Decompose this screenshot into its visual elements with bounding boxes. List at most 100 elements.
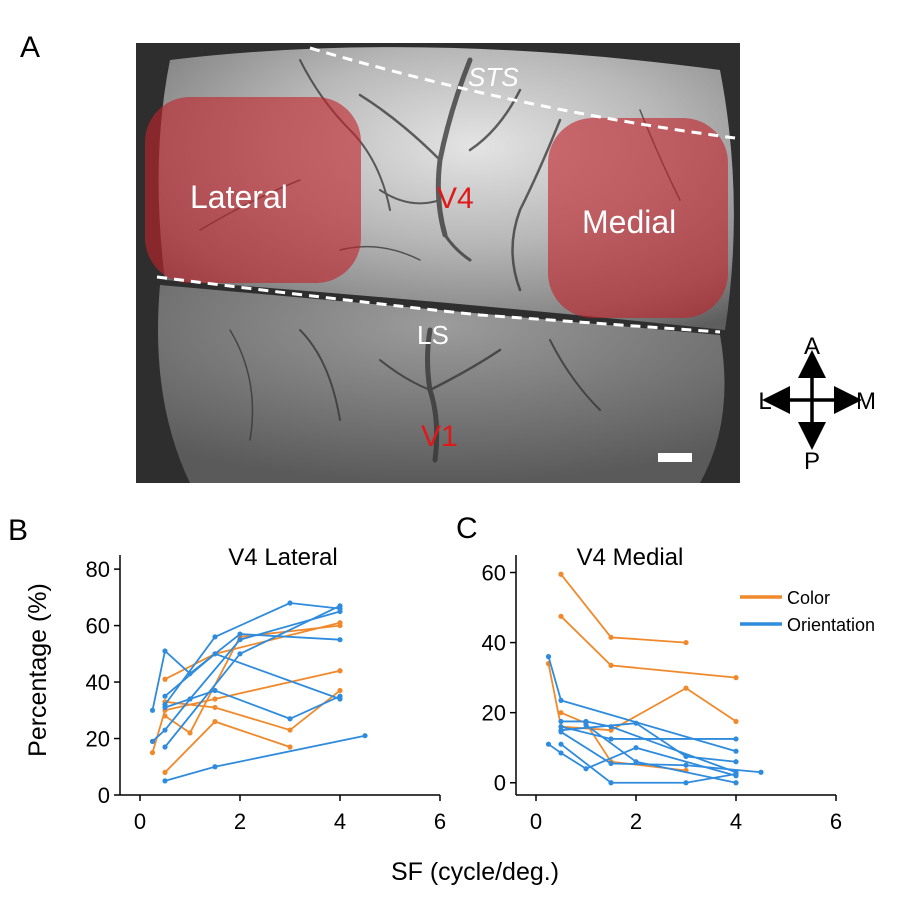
x-tick-label: 6 <box>434 809 446 834</box>
series-line-color <box>560 711 687 772</box>
data-point-orientation <box>733 736 739 742</box>
series-line-color <box>164 621 341 681</box>
data-point-color <box>287 727 293 733</box>
data-point-color <box>212 704 218 711</box>
data-point-orientation <box>287 600 293 606</box>
x-axis-label: SF (cycle/deg.) <box>391 858 559 886</box>
data-point-orientation <box>545 741 552 747</box>
data-point-orientation <box>733 771 739 777</box>
data-point-color <box>212 696 218 702</box>
data-point-color <box>733 675 739 681</box>
series-line-orientation <box>560 722 737 763</box>
compass-posterior: P <box>804 448 820 475</box>
data-point-orientation <box>149 707 156 713</box>
v1-label: V1 <box>421 420 458 453</box>
data-point-orientation <box>212 764 218 770</box>
data-point-orientation <box>633 759 639 765</box>
y-tick-label: 0 <box>98 783 110 808</box>
data-point-orientation <box>149 738 156 744</box>
y-tick-label: 40 <box>86 670 110 695</box>
chart-title: V4 Lateral <box>228 544 337 571</box>
ls-boundary <box>156 275 721 334</box>
medial-roi <box>548 118 728 318</box>
data-point-orientation <box>162 744 168 750</box>
panel-label-b: B <box>8 514 28 547</box>
data-point-orientation <box>558 729 564 735</box>
cortex-image <box>136 43 740 483</box>
x-tick-label: 0 <box>530 809 542 834</box>
series-line-orientation <box>164 602 341 706</box>
y-tick-label: 40 <box>482 631 506 656</box>
data-point-color <box>149 750 156 756</box>
series-line-orientation <box>164 689 341 720</box>
data-point-orientation <box>212 687 218 694</box>
scale-bar <box>658 453 692 462</box>
series-line-color <box>560 615 737 679</box>
legend: Color Orientation <box>740 588 875 635</box>
legend-orientation-label: Orientation <box>787 615 875 635</box>
data-point-color <box>558 710 564 716</box>
chart-title: V4 Medial <box>577 544 684 571</box>
data-point-orientation <box>683 780 689 786</box>
data-point-color <box>558 571 564 577</box>
data-point-orientation <box>545 654 552 660</box>
data-point-orientation <box>212 634 218 640</box>
chart-v4-lateral: V4 Lateral 0 20 40 60 80 0 2 4 6 <box>86 544 447 834</box>
x-tick-label: 2 <box>234 809 246 834</box>
data-point-orientation <box>583 722 589 728</box>
data-point-color <box>162 769 168 776</box>
compass-anterior: A <box>804 333 820 360</box>
sts-boundary <box>309 46 736 140</box>
data-point-color <box>558 613 564 619</box>
data-point-orientation <box>608 736 614 742</box>
y-tick-label: 0 <box>494 771 506 796</box>
medial-label: Medial <box>582 204 676 240</box>
data-point-color <box>608 634 614 640</box>
y-tick-label: 80 <box>86 557 110 582</box>
panel-label-c: C <box>456 512 478 545</box>
data-point-color <box>187 730 193 736</box>
data-point-orientation <box>633 745 639 751</box>
y-tick-label: 60 <box>482 561 506 586</box>
orientation-compass <box>762 350 862 450</box>
data-point-color <box>733 718 739 725</box>
data-point-orientation <box>237 651 243 657</box>
data-point-orientation <box>558 718 564 725</box>
data-point-color <box>162 713 168 719</box>
series-line-orientation <box>561 720 737 774</box>
data-point-orientation <box>733 759 739 765</box>
data-point-orientation <box>583 766 589 772</box>
data-point-orientation <box>162 727 168 733</box>
data-point-color <box>683 685 689 691</box>
x-tick-label: 6 <box>830 809 842 834</box>
y-tick-label: 20 <box>86 727 110 752</box>
lateral-roi <box>145 97 361 283</box>
y-tick-label: 60 <box>86 614 110 639</box>
x-tick-label: 4 <box>334 809 346 834</box>
data-point-orientation <box>683 762 689 768</box>
sts-label: STS <box>468 62 519 92</box>
data-point-orientation <box>162 778 168 784</box>
data-point-orientation <box>287 716 293 722</box>
x-tick-label: 0 <box>134 809 146 834</box>
data-point-color <box>212 718 218 725</box>
y-tick-label: 20 <box>482 701 506 726</box>
panel-label-a: A <box>20 31 40 64</box>
series-line-color <box>560 573 687 644</box>
data-point-color <box>162 676 168 682</box>
data-point-orientation <box>633 720 639 726</box>
x-tick-label: 4 <box>730 809 742 834</box>
compass-lateral: L <box>758 388 771 415</box>
legend-color-label: Color <box>787 588 830 608</box>
data-point-orientation <box>683 753 689 760</box>
data-point-orientation <box>162 648 168 654</box>
data-point-orientation <box>608 760 614 767</box>
x-tick-label: 2 <box>630 809 642 834</box>
data-point-orientation <box>162 704 168 711</box>
ls-label: LS <box>417 320 449 350</box>
data-point-orientation <box>212 651 218 657</box>
data-point-orientation <box>758 769 764 775</box>
series-line-color <box>164 689 341 732</box>
data-point-orientation <box>237 631 243 637</box>
